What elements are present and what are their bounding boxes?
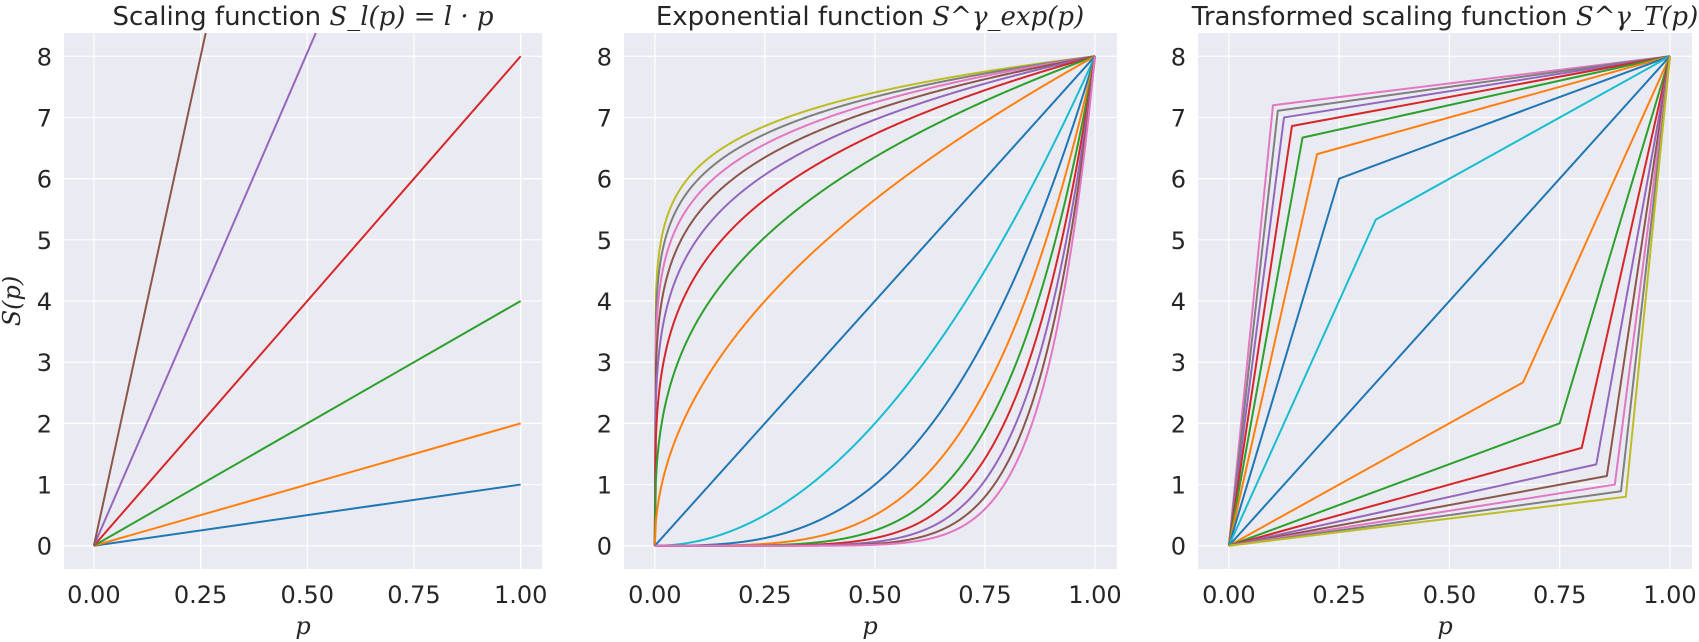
panel-exponential: 0.00 0.25 0.50 0.75 1.00 0 1 2 3 4 5 6 7 8 Exponentia… [597, 2, 1122, 640]
y-tick-label: 6 [597, 166, 612, 194]
series-line-scaling-1 [93, 422, 521, 547]
y-tick-label: 4 [597, 288, 612, 316]
tick-labels-exponential: 0.00 0.25 0.50 0.75 1.00 0 1 2 3 4 5 6 7 8 [597, 43, 1122, 609]
x-tick-label: 0.75 [1533, 581, 1586, 609]
series-line-scaling-2 [93, 300, 522, 547]
series-line-transformed-9 [1228, 55, 1671, 547]
y-tick-label: 2 [597, 410, 612, 438]
y-tick-label: 7 [37, 104, 52, 132]
series-line-transformed-15 [1228, 56, 1671, 547]
series-line-scaling-0 [93, 483, 521, 547]
y-tick-label: 8 [597, 43, 612, 71]
series-line-exponential-5 [653, 55, 1096, 546]
y-tick-label: 2 [1171, 410, 1186, 438]
y-tick-label: 5 [597, 227, 612, 255]
y-tick-label: 1 [597, 472, 612, 500]
series-line-exponential-10 [654, 55, 1096, 547]
gridlines-scaling [64, 33, 542, 569]
x-tick-label: 0.75 [387, 581, 440, 609]
series-line-transformed-13 [1228, 56, 1671, 547]
series-line-exponential-7 [653, 55, 1096, 546]
series-line-exponential-9 [654, 55, 1096, 547]
y-tick-label: 8 [37, 43, 52, 71]
series-line-exponential-3 [653, 55, 1096, 546]
x-tick-label: 0.50 [281, 581, 334, 609]
series-line-scaling-4 [92, 32, 317, 547]
series-line-transformed-5 [1227, 55, 1671, 546]
y-tick-label: 3 [597, 349, 612, 377]
gridlines-transformed [1198, 33, 1692, 569]
x-tick-label: 0.50 [1423, 581, 1476, 609]
series-line-scaling-3 [93, 55, 522, 547]
series-line-transformed-12 [1228, 56, 1671, 547]
x-axis-label-transformed: p [1437, 612, 1452, 640]
tick-labels-scaling: 0.00 0.25 0.50 0.75 1.00 0 1 2 3 4 5 6 7 8 [37, 43, 548, 609]
x-tick-label: 0.00 [628, 581, 681, 609]
x-tick-label: 0.25 [1312, 581, 1365, 609]
series-line-exponential-2 [653, 55, 1096, 546]
x-axis-label-exponential: p [862, 612, 877, 640]
series-line-transformed-0 [1227, 55, 1671, 546]
y-tick-label: 5 [1171, 227, 1186, 255]
series-line-transformed-14 [1228, 56, 1671, 547]
x-tick-label: 0.25 [738, 581, 791, 609]
x-tick-label: 1.00 [1068, 581, 1121, 609]
series-group-scaling [92, 32, 522, 547]
series-line-transformed-8 [1228, 55, 1671, 547]
y-axis-label-scaling: S(p) [0, 276, 26, 327]
series-line-transformed-2 [1227, 55, 1671, 546]
y-tick-label: 1 [1171, 472, 1186, 500]
y-tick-label: 0 [597, 533, 612, 561]
series-line-exponential-1 [653, 55, 1096, 546]
series-line-exponential-6 [653, 55, 1096, 546]
panel-transformed: 0.00 0.25 0.50 0.75 1.00 0 1 2 3 4 5 6 7 8 Transforme… [1171, 2, 1699, 640]
series-line-transformed-6 [1227, 55, 1671, 547]
y-tick-label: 6 [1171, 166, 1186, 194]
x-tick-label: 1.00 [494, 581, 547, 609]
y-tick-label: 3 [1171, 349, 1186, 377]
series-line-transformed-11 [1228, 56, 1671, 547]
y-tick-label: 5 [37, 227, 52, 255]
series-group-transformed [1227, 55, 1671, 547]
chart-title-scaling: Scaling function S_l(p) = l · p [112, 2, 493, 32]
series-line-exponential-0 [653, 55, 1096, 546]
y-tick-label: 7 [597, 104, 612, 132]
x-tick-label: 0.00 [67, 581, 120, 609]
series-line-exponential-8 [654, 55, 1096, 547]
series-line-transformed-7 [1227, 55, 1671, 547]
series-line-scaling-5 [92, 32, 207, 546]
x-tick-label: 0.25 [174, 581, 227, 609]
x-tick-label: 0.75 [958, 581, 1011, 609]
x-tick-label: 0.00 [1202, 581, 1255, 609]
tick-labels-transformed: 0.00 0.25 0.50 0.75 1.00 0 1 2 3 4 5 6 7 8 [1171, 43, 1697, 609]
y-tick-label: 1 [37, 472, 52, 500]
x-tick-label: 0.50 [848, 581, 901, 609]
series-line-exponential-4 [653, 55, 1096, 546]
y-tick-label: 4 [1171, 288, 1186, 316]
series-line-transformed-16 [1228, 56, 1671, 547]
chart-title-exponential: Exponential function S^γ_exp(p) [656, 2, 1084, 32]
series-line-transformed-1 [1227, 55, 1671, 546]
chart-title-transformed: Transformed scaling function S^γ_T(p) [1191, 2, 1698, 32]
y-tick-label: 3 [37, 349, 52, 377]
y-tick-label: 8 [1171, 43, 1186, 71]
series-line-transformed-3 [1227, 55, 1671, 546]
y-tick-label: 0 [1171, 533, 1186, 561]
y-tick-label: 4 [37, 288, 52, 316]
x-axis-label-scaling: p [295, 612, 310, 640]
x-tick-label: 1.00 [1643, 581, 1696, 609]
series-line-transformed-10 [1228, 55, 1671, 547]
series-line-exponential-16 [654, 56, 1096, 547]
series-line-transformed-4 [1227, 55, 1671, 546]
y-tick-label: 7 [1171, 104, 1186, 132]
y-tick-label: 0 [37, 533, 52, 561]
y-tick-label: 6 [37, 166, 52, 194]
panel-scaling: 0.00 0.25 0.50 0.75 1.00 0 1 2 3 4 5 6 7 8 Scaling fu… [0, 2, 547, 640]
series-group-exponential [653, 55, 1096, 547]
y-tick-label: 2 [37, 410, 52, 438]
